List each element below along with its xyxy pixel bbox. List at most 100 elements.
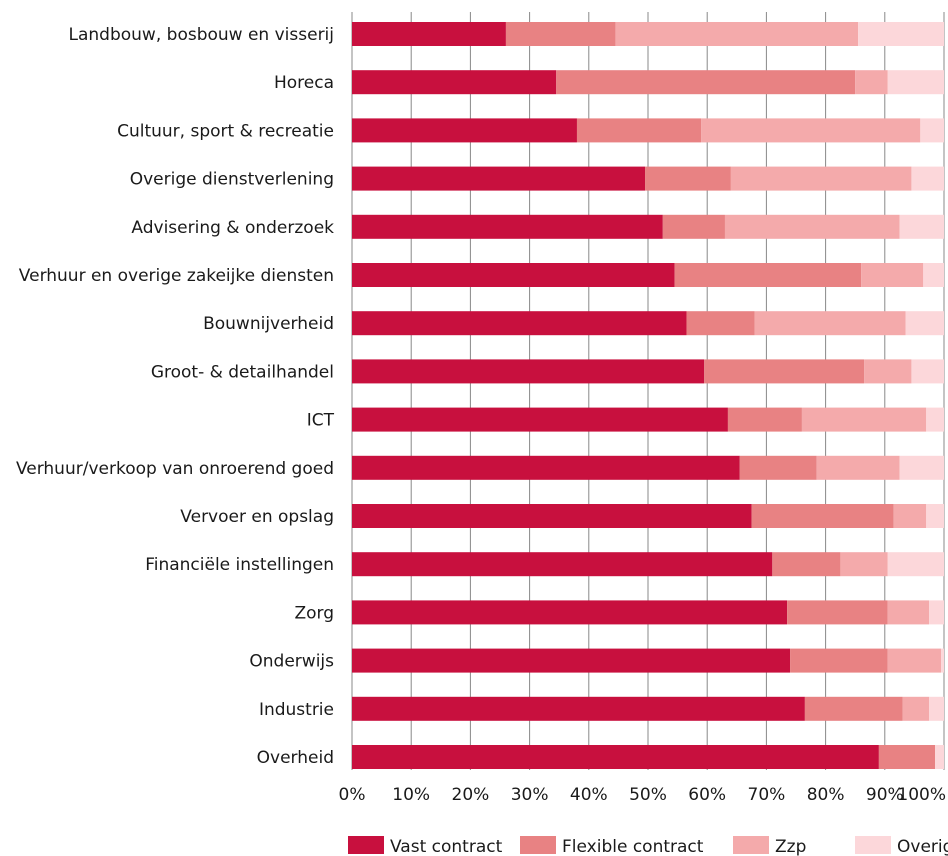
- bar-segment-overig: [920, 118, 944, 143]
- bar-segment-vast-contract: [352, 263, 675, 287]
- bar-segment-flexible-contract: [576, 118, 702, 143]
- bar-row: [352, 166, 944, 191]
- bar-row: [352, 214, 944, 239]
- bar-row: [352, 311, 944, 336]
- bar-segment-zzp: [861, 263, 924, 287]
- bar-segment-zzp: [855, 70, 888, 95]
- bar-segment-vast-contract: [352, 648, 791, 673]
- bar-segment-zzp: [816, 455, 900, 480]
- bar-segment-flexible-contract: [739, 455, 817, 480]
- bar-segment-overig: [899, 455, 944, 480]
- bar-row: [352, 552, 944, 577]
- category-label: Groot- & detailhandel: [151, 362, 334, 382]
- legend-label: Overig: [897, 837, 948, 856]
- bar-segment-vast-contract: [352, 504, 752, 528]
- category-label: Overige dienstverlening: [130, 170, 334, 190]
- bar-segment-overig: [935, 745, 944, 769]
- bar-segment-overig: [929, 696, 944, 721]
- bar-segment-flexible-contract: [556, 70, 856, 95]
- bar-segment-overig: [926, 504, 944, 528]
- bar-row: [352, 407, 944, 432]
- legend-label: Zzp: [775, 837, 806, 856]
- category-label: Onderwijs: [249, 652, 334, 672]
- bar-segment-flexible-contract: [662, 214, 725, 239]
- category-label: Verhuur en overige zakeijke diensten: [19, 266, 334, 286]
- x-tick-label: 60%: [688, 785, 726, 805]
- bar-row: [352, 70, 944, 95]
- bar-segment-flexible-contract: [704, 359, 865, 384]
- legend-swatch: [733, 836, 769, 854]
- bar-segment-overig: [887, 552, 944, 577]
- x-tick-labels: 0% 10% 20% 30% 40% 50% 60% 70% 80% 90%100%: [339, 785, 946, 805]
- bar-row: [352, 263, 944, 287]
- bar-segment-vast-contract: [352, 600, 788, 625]
- bar-segment-vast-contract: [352, 70, 557, 95]
- bar-segment-flexible-contract: [674, 263, 862, 287]
- x-tick-label: 90%: [866, 785, 904, 805]
- category-label: Verhuur/verkoop van onroerend goed: [16, 459, 334, 479]
- bar-segment-vast-contract: [352, 311, 687, 336]
- bar-segment-flexible-contract: [772, 552, 841, 577]
- legend-item: Flexible contract: [520, 836, 704, 856]
- bar-segment-overig: [905, 311, 944, 336]
- bar-segment-zzp: [701, 118, 921, 143]
- bar-segment-overig: [941, 648, 944, 673]
- bar-segment-flexible-contract: [787, 600, 888, 625]
- bar-segment-overig: [858, 22, 944, 46]
- x-tick-label: 0%: [339, 785, 366, 805]
- bar-segment-zzp: [864, 359, 912, 384]
- bar-row: [352, 504, 944, 528]
- bar-segment-zzp: [724, 214, 900, 239]
- bar-segment-vast-contract: [352, 118, 577, 143]
- category-label: Horeca: [274, 73, 334, 93]
- bar-segment-zzp: [893, 504, 927, 528]
- bar-segment-vast-contract: [352, 552, 773, 577]
- bar-row: [352, 455, 944, 480]
- bar-segment-flexible-contract: [751, 504, 894, 528]
- bar-segment-zzp: [887, 648, 942, 673]
- bar-row: [352, 745, 944, 769]
- bar-row: [352, 359, 944, 384]
- legend-item: Vast contract: [348, 836, 503, 856]
- category-label: Zorg: [294, 603, 334, 623]
- category-label: Vervoer en opslag: [180, 507, 334, 527]
- bar-segment-zzp: [887, 600, 930, 625]
- x-tick-label: 70%: [748, 785, 786, 805]
- category-label: Overheid: [257, 748, 334, 768]
- category-label: Financiële instellingen: [145, 555, 334, 575]
- category-label: Bouwnijverheid: [203, 314, 334, 334]
- bar-segment-vast-contract: [352, 214, 663, 239]
- bar-segment-zzp: [615, 22, 859, 46]
- x-tick-label: 30%: [511, 785, 549, 805]
- legend-swatch: [348, 836, 384, 854]
- bar-segment-zzp: [902, 696, 930, 721]
- x-tick-label: 40%: [570, 785, 608, 805]
- legend-item: Zzp: [733, 836, 806, 856]
- bar-row: [352, 22, 944, 46]
- bar-segment-vast-contract: [352, 166, 646, 191]
- bar-segment-flexible-contract: [686, 311, 755, 336]
- bar-row: [352, 118, 944, 143]
- bar-row: [352, 648, 944, 673]
- bar-segment-overig: [887, 70, 944, 95]
- bar-segment-vast-contract: [352, 407, 728, 432]
- category-label: Landbouw, bosbouw en visserij: [69, 25, 334, 45]
- category-label: ICT: [307, 411, 335, 431]
- bars: [352, 22, 944, 769]
- bar-segment-vast-contract: [352, 455, 740, 480]
- bar-segment-flexible-contract: [727, 407, 802, 432]
- bar-segment-zzp: [801, 407, 927, 432]
- legend-swatch: [855, 836, 891, 854]
- bar-segment-overig: [929, 600, 944, 625]
- bar-segment-vast-contract: [352, 696, 805, 721]
- bar-segment-overig: [899, 214, 944, 239]
- legend-label: Vast contract: [390, 837, 503, 856]
- x-tick-label: 20%: [452, 785, 490, 805]
- bar-segment-overig: [911, 359, 944, 384]
- category-labels: Landbouw, bosbouw en visserij Horeca Cultu…: [16, 25, 335, 768]
- bar-segment-overig: [923, 263, 944, 287]
- x-tick-label: 50%: [629, 785, 667, 805]
- category-label: Industrie: [259, 700, 334, 720]
- bar-segment-flexible-contract: [790, 648, 888, 673]
